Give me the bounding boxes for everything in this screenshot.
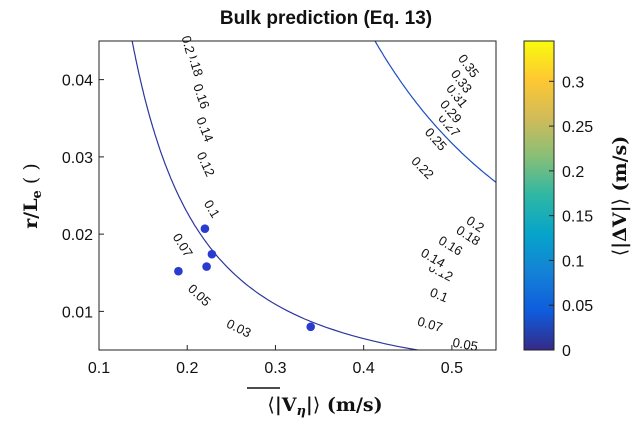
colorbar-tick-label: 0.05 <box>562 298 593 315</box>
contour-label-background <box>447 334 483 357</box>
y-axis-ticks: 0.01 0.02 0.03 0.04 <box>62 73 104 321</box>
chart-title: Bulk prediction (Eq. 13) <box>220 8 432 29</box>
contour-label: 0.2 <box>179 34 198 55</box>
contour-label-background <box>433 94 467 130</box>
contour-label-background <box>431 108 466 144</box>
data-point <box>202 262 211 271</box>
contour-label-background <box>411 313 448 338</box>
contour-label-background <box>439 78 473 115</box>
contour-label-background <box>444 64 478 100</box>
colorbar-tick-label: 0.15 <box>562 209 593 226</box>
contour-label-background <box>190 111 218 148</box>
contour-label: 0.05 <box>452 335 480 354</box>
x-axis-label: ⟨|Vη|⟩ (m/s) <box>267 394 382 419</box>
colorbar-label: ⟨|ΔV|⟩ (m/s) <box>609 136 631 257</box>
contour-line <box>374 41 496 184</box>
contour-label-background <box>418 122 453 158</box>
data-point <box>306 322 316 332</box>
colorbar-tick-label: 0.2 <box>562 164 584 181</box>
y-tick-label: 0.04 <box>62 73 93 90</box>
contour-label-background <box>220 314 257 344</box>
y-tick-label: 0.03 <box>62 150 93 167</box>
colorbar-tick-label: 0.25 <box>562 119 593 136</box>
x-tick-label: 0.1 <box>88 360 110 377</box>
contour-label-background <box>459 211 490 239</box>
contour-label-background <box>190 146 220 183</box>
x-tick-label: 0.4 <box>353 360 375 377</box>
colorbar <box>523 40 555 351</box>
y-tick-label: 0.01 <box>62 304 93 321</box>
contour-label: 0.07 <box>416 314 444 335</box>
plot-area <box>99 41 496 350</box>
x-axis-ticks: 0.1 0.2 0.3 0.4 0.5 <box>88 345 463 377</box>
x-tick-label: 0.2 <box>176 360 198 377</box>
colorbar-ticks: 0 0.05 0.1 0.15 0.2 0.25 0.3 <box>549 74 593 360</box>
x-tick-label: 0.5 <box>441 360 463 377</box>
contour-label-background <box>414 243 451 274</box>
data-point <box>200 224 210 233</box>
contour-label-background <box>449 220 486 252</box>
contour-label-background <box>404 151 440 186</box>
contour-lines <box>131 41 496 350</box>
y-tick-label: 0.02 <box>62 227 93 244</box>
contour-label: 0.1 <box>428 285 450 306</box>
contour-label-background <box>451 48 485 85</box>
data-points <box>174 224 316 332</box>
contour-label-background <box>181 278 217 313</box>
contour-label-background <box>431 231 469 262</box>
plot-frame <box>98 40 497 351</box>
data-point <box>174 266 183 276</box>
data-point <box>207 249 217 259</box>
colorbar-tick-label: 0.1 <box>562 253 584 270</box>
contour-label-background <box>176 30 199 60</box>
contour-label-background <box>423 283 454 309</box>
contour-label-background <box>166 227 198 264</box>
colorbar-tick-label: 0 <box>562 343 571 360</box>
x-tick-label: 0.3 <box>264 360 286 377</box>
contour-line <box>131 41 422 350</box>
contour-label-background <box>197 194 225 225</box>
y-axis-label: r/Le ( ) <box>20 163 45 229</box>
contour-label-background <box>187 78 214 115</box>
colorbar-tick-label: 0.3 <box>562 74 584 91</box>
